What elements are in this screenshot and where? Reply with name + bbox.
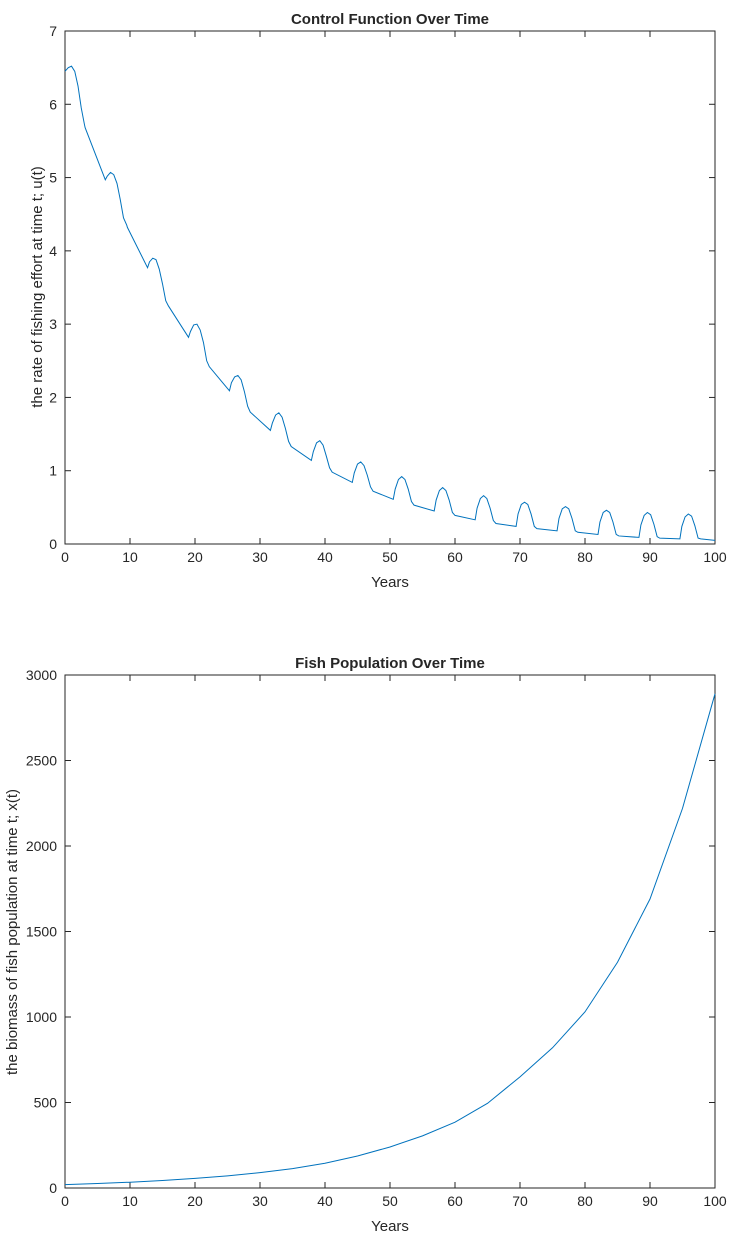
- x-tick-label: 10: [122, 549, 138, 565]
- x-tick-label: 10: [122, 1193, 138, 1209]
- x-tick-label: 0: [61, 1193, 69, 1209]
- chart-title: Control Function Over Time: [291, 11, 489, 28]
- y-tick-label: 3: [49, 316, 57, 332]
- y-tick-label: 2500: [26, 753, 57, 769]
- x-axis-ticks: 0 10 20 30 40 50 60 70 80 90 100: [61, 675, 727, 1209]
- y-axis-ticks: 0 1 2 3 4 5 6 7: [49, 23, 715, 552]
- x-tick-label: 20: [187, 1193, 203, 1209]
- x-tick-label: 40: [317, 1193, 333, 1209]
- x-tick-label: 80: [577, 549, 593, 565]
- y-axis-label: the rate of fishing effort at time t; u(…: [29, 166, 46, 408]
- x-axis-ticks: 0 10 20 30 40 50 60 70 80 90 100: [61, 31, 727, 565]
- x-tick-label: 20: [187, 549, 203, 565]
- x-tick-label: 100: [703, 549, 727, 565]
- y-tick-label: 1: [49, 463, 57, 479]
- y-tick-label: 7: [49, 23, 57, 39]
- control-function-chart: Control Function Over Time 0 10 20 30 40 50 60…: [29, 11, 727, 591]
- chart-title: Fish Population Over Time: [295, 655, 485, 672]
- y-tick-label: 3000: [26, 667, 57, 683]
- y-axis-label: the biomass of fish population at time t…: [4, 789, 21, 1075]
- y-tick-label: 4: [49, 243, 57, 259]
- x-tick-label: 40: [317, 549, 333, 565]
- x-tick-label: 0: [61, 549, 69, 565]
- y-tick-label: 6: [49, 96, 57, 112]
- y-tick-label: 5: [49, 170, 57, 186]
- x-tick-label: 80: [577, 1193, 593, 1209]
- x-tick-label: 30: [252, 1193, 268, 1209]
- x-axis-label: Years: [371, 574, 409, 591]
- x-tick-label: 100: [703, 1193, 727, 1209]
- y-tick-label: 1000: [26, 1009, 57, 1025]
- x-axis-label: Years: [371, 1218, 409, 1235]
- y-tick-label: 2: [49, 389, 57, 405]
- x-tick-label: 70: [512, 1193, 528, 1209]
- y-tick-label: 500: [34, 1095, 58, 1111]
- x-tick-label: 60: [447, 549, 463, 565]
- x-tick-label: 50: [382, 1193, 398, 1209]
- x-tick-label: 90: [642, 549, 658, 565]
- y-tick-label: 0: [49, 536, 57, 552]
- y-tick-label: 2000: [26, 838, 57, 854]
- y-axis-ticks: 0 500 1000 1500 2000 2500 3000: [26, 667, 715, 1196]
- x-tick-label: 90: [642, 1193, 658, 1209]
- plot-area: [64, 674, 716, 1189]
- x-tick-label: 60: [447, 1193, 463, 1209]
- fish-population-chart: Fish Population Over Time 0 10 20 30 40 50 60 7…: [4, 655, 727, 1235]
- x-tick-label: 70: [512, 549, 528, 565]
- plot-area: [64, 30, 716, 545]
- series-line-x: [64, 693, 716, 1186]
- y-tick-label: 1500: [26, 924, 57, 940]
- series-line-u: [64, 65, 716, 541]
- x-tick-label: 50: [382, 549, 398, 565]
- x-tick-label: 30: [252, 549, 268, 565]
- y-tick-label: 0: [49, 1180, 57, 1196]
